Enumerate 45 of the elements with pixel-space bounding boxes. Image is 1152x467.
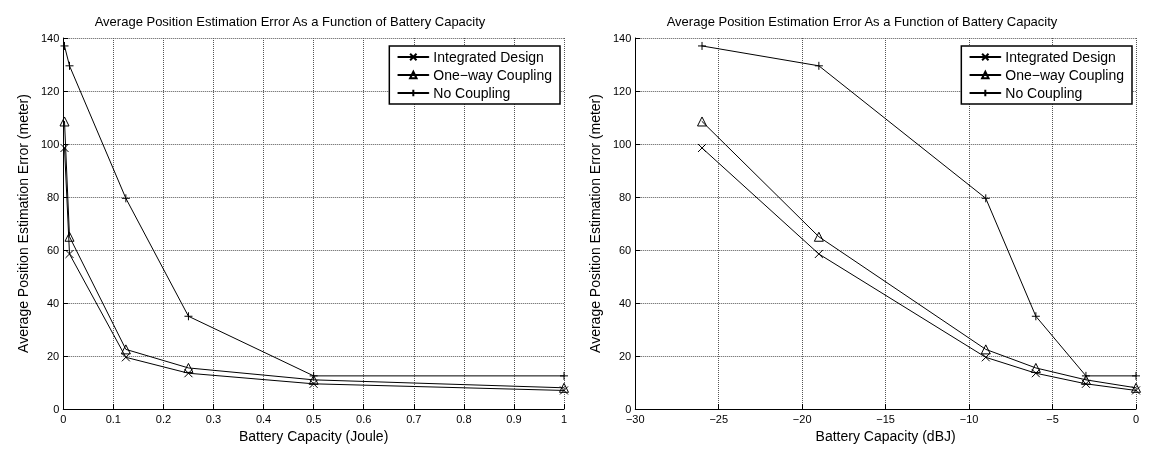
x-tick-label: 0.6: [356, 412, 372, 425]
legend-label: Integrated Design: [1005, 49, 1116, 65]
chart-title: Average Position Estimation Error As a Function of Battery Capacity: [666, 14, 1058, 29]
chart-title: Average Position Estimation Error As a Function of Battery Capacity: [94, 14, 486, 29]
y-tick-label: 80: [47, 191, 60, 203]
y-tick-label: 100: [40, 138, 60, 150]
y-tick-label: 0: [625, 403, 632, 415]
x-tick-label: 1: [560, 412, 568, 425]
x-tick-label: −5: [1046, 412, 1059, 425]
y-tick-label: 80: [619, 191, 632, 203]
y-tick-label: 140: [40, 32, 60, 44]
legend-label: No Coupling: [433, 85, 511, 101]
x-axis-title: Battery Capacity (dBJ): [815, 428, 956, 444]
x-tick-label: −20: [792, 412, 812, 425]
y-tick-label: 140: [612, 32, 632, 44]
x-axis-title: Battery Capacity (Joule): [238, 428, 389, 444]
x-tick-label: −30: [625, 412, 645, 425]
y-axis-title: Average Position Estimation Error (meter): [15, 94, 31, 353]
legend-label: One−way Coupling: [433, 67, 552, 83]
y-tick-label: 20: [47, 350, 60, 362]
x-tick-label: −10: [959, 412, 979, 425]
x-tick-label: 0.2: [155, 412, 172, 425]
x-tick-label: 0.5: [305, 412, 322, 425]
legend-label: One−way Coupling: [1005, 67, 1124, 83]
legend-label: Integrated Design: [433, 49, 544, 65]
y-tick-label: 120: [40, 85, 60, 97]
y-axis-title: Average Position Estimation Error (meter): [587, 94, 603, 353]
x-tick-label: 0.8: [456, 412, 472, 425]
y-tick-label: 40: [619, 297, 632, 309]
x-tick-label: 0.7: [406, 412, 422, 425]
y-tick-label: 0: [53, 403, 60, 415]
y-tick-label: 40: [47, 297, 60, 309]
x-tick-label: 0.1: [105, 412, 121, 425]
x-tick-label: −25: [709, 412, 729, 425]
x-tick-label: 0.9: [506, 412, 522, 425]
x-tick-label: 0.4: [255, 412, 272, 425]
y-tick-label: 120: [612, 85, 632, 97]
x-tick-label: −15: [876, 412, 895, 425]
y-tick-label: 60: [47, 244, 60, 256]
x-tick-label: 0.3: [205, 412, 222, 425]
y-tick-label: 60: [619, 244, 632, 256]
y-tick-label: 20: [619, 350, 632, 362]
y-tick-label: 100: [612, 138, 632, 150]
x-tick-label: 0: [1132, 412, 1140, 425]
legend-label: No Coupling: [1005, 85, 1083, 101]
